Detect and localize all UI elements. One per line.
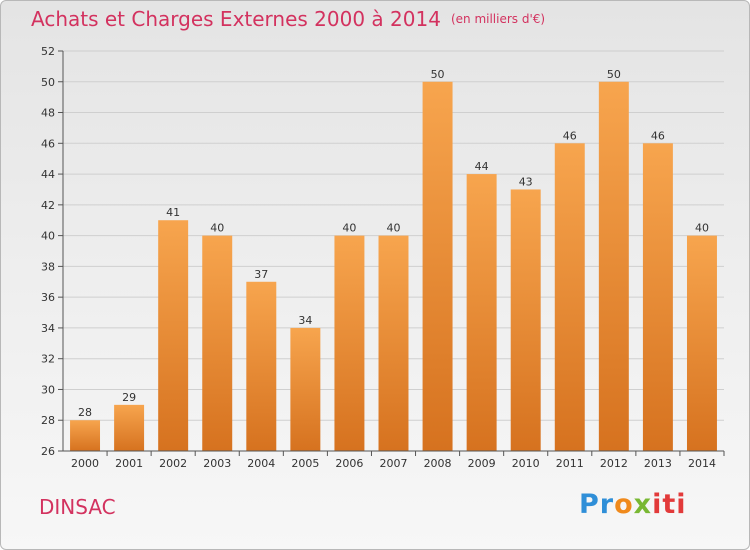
value-label-2000: 28 xyxy=(78,406,92,419)
y-tick-label: 38 xyxy=(41,260,55,273)
y-tick-label: 50 xyxy=(41,76,55,89)
x-tick-label-2005: 2005 xyxy=(291,457,319,470)
bars xyxy=(70,81,717,452)
bar-2010 xyxy=(510,189,541,451)
value-label-2007: 40 xyxy=(387,222,401,235)
bar-2007 xyxy=(378,235,409,451)
x-tick-label-2002: 2002 xyxy=(159,457,187,470)
x-tick-label-2006: 2006 xyxy=(335,457,363,470)
x-tick-label-2009: 2009 xyxy=(468,457,496,470)
axes xyxy=(58,50,725,456)
value-label-2006: 40 xyxy=(342,222,356,235)
bar-2006 xyxy=(334,235,365,451)
logo-part-4: iti xyxy=(652,489,687,520)
value-label-2001: 29 xyxy=(122,391,136,404)
labels: 26 28 30 32 34 36 38 40 42 44 46 48 50 52 28 2000 29 2001… xyxy=(41,45,716,470)
y-tick-label: 34 xyxy=(41,322,55,335)
value-label-2010: 43 xyxy=(519,175,533,188)
commune-name: DINSAC xyxy=(39,495,116,519)
x-tick-label-2003: 2003 xyxy=(203,457,231,470)
bar-2005 xyxy=(290,327,321,451)
y-tick-label: 48 xyxy=(41,107,55,120)
bar-2001 xyxy=(114,404,145,451)
value-label-2005: 34 xyxy=(298,314,312,327)
logo-part-2: o xyxy=(614,489,634,520)
bar-2002 xyxy=(158,220,189,451)
value-label-2002: 41 xyxy=(166,206,180,219)
proxiti-logo: Proxiti xyxy=(579,489,687,520)
x-tick-label-2014: 2014 xyxy=(688,457,716,470)
y-tick-label: 32 xyxy=(41,353,55,366)
value-label-2004: 37 xyxy=(254,268,268,281)
y-tick-label: 42 xyxy=(41,199,55,212)
y-tick-label: 40 xyxy=(41,230,55,243)
logo-part-3: x xyxy=(633,489,653,520)
chart-title: Achats et Charges Externes 2000 à 2014 (e… xyxy=(31,7,545,31)
y-tick-label: 52 xyxy=(41,45,55,58)
x-tick-label-2011: 2011 xyxy=(556,457,584,470)
y-tick-label: 46 xyxy=(41,137,55,150)
bar-2004 xyxy=(246,281,277,451)
value-label-2011: 46 xyxy=(563,129,577,142)
x-tick-label-2013: 2013 xyxy=(644,457,672,470)
x-tick-label-2007: 2007 xyxy=(380,457,408,470)
value-label-2008: 50 xyxy=(431,68,445,81)
bar-2009 xyxy=(466,174,497,452)
x-tick-label-2010: 2010 xyxy=(512,457,540,470)
bar-2011 xyxy=(554,143,585,452)
bar-2000 xyxy=(70,420,101,451)
bar-2008 xyxy=(422,81,453,452)
title-text: Achats et Charges Externes 2000 à 2014 xyxy=(31,7,441,31)
x-tick-label-2008: 2008 xyxy=(424,457,452,470)
value-label-2013: 46 xyxy=(651,129,665,142)
value-label-2012: 50 xyxy=(607,68,621,81)
bar-2014 xyxy=(686,235,717,451)
title-unit: (en milliers d'€) xyxy=(450,12,546,26)
bar-2003 xyxy=(202,235,233,451)
bar-2012 xyxy=(598,81,629,452)
y-tick-label: 30 xyxy=(41,383,55,396)
value-label-2014: 40 xyxy=(695,222,709,235)
y-tick-label: 26 xyxy=(41,445,55,458)
y-tick-label: 44 xyxy=(41,168,55,181)
x-tick-label-2000: 2000 xyxy=(71,457,99,470)
value-label-2003: 40 xyxy=(210,222,224,235)
x-tick-label-2004: 2004 xyxy=(247,457,275,470)
x-tick-label-2001: 2001 xyxy=(115,457,143,470)
x-tick-label-2012: 2012 xyxy=(600,457,628,470)
y-tick-label: 36 xyxy=(41,291,55,304)
value-label-2009: 44 xyxy=(475,160,489,173)
y-tick-label: 28 xyxy=(41,414,55,427)
bar-2013 xyxy=(642,143,673,452)
logo-part-1: Pr xyxy=(579,489,615,520)
